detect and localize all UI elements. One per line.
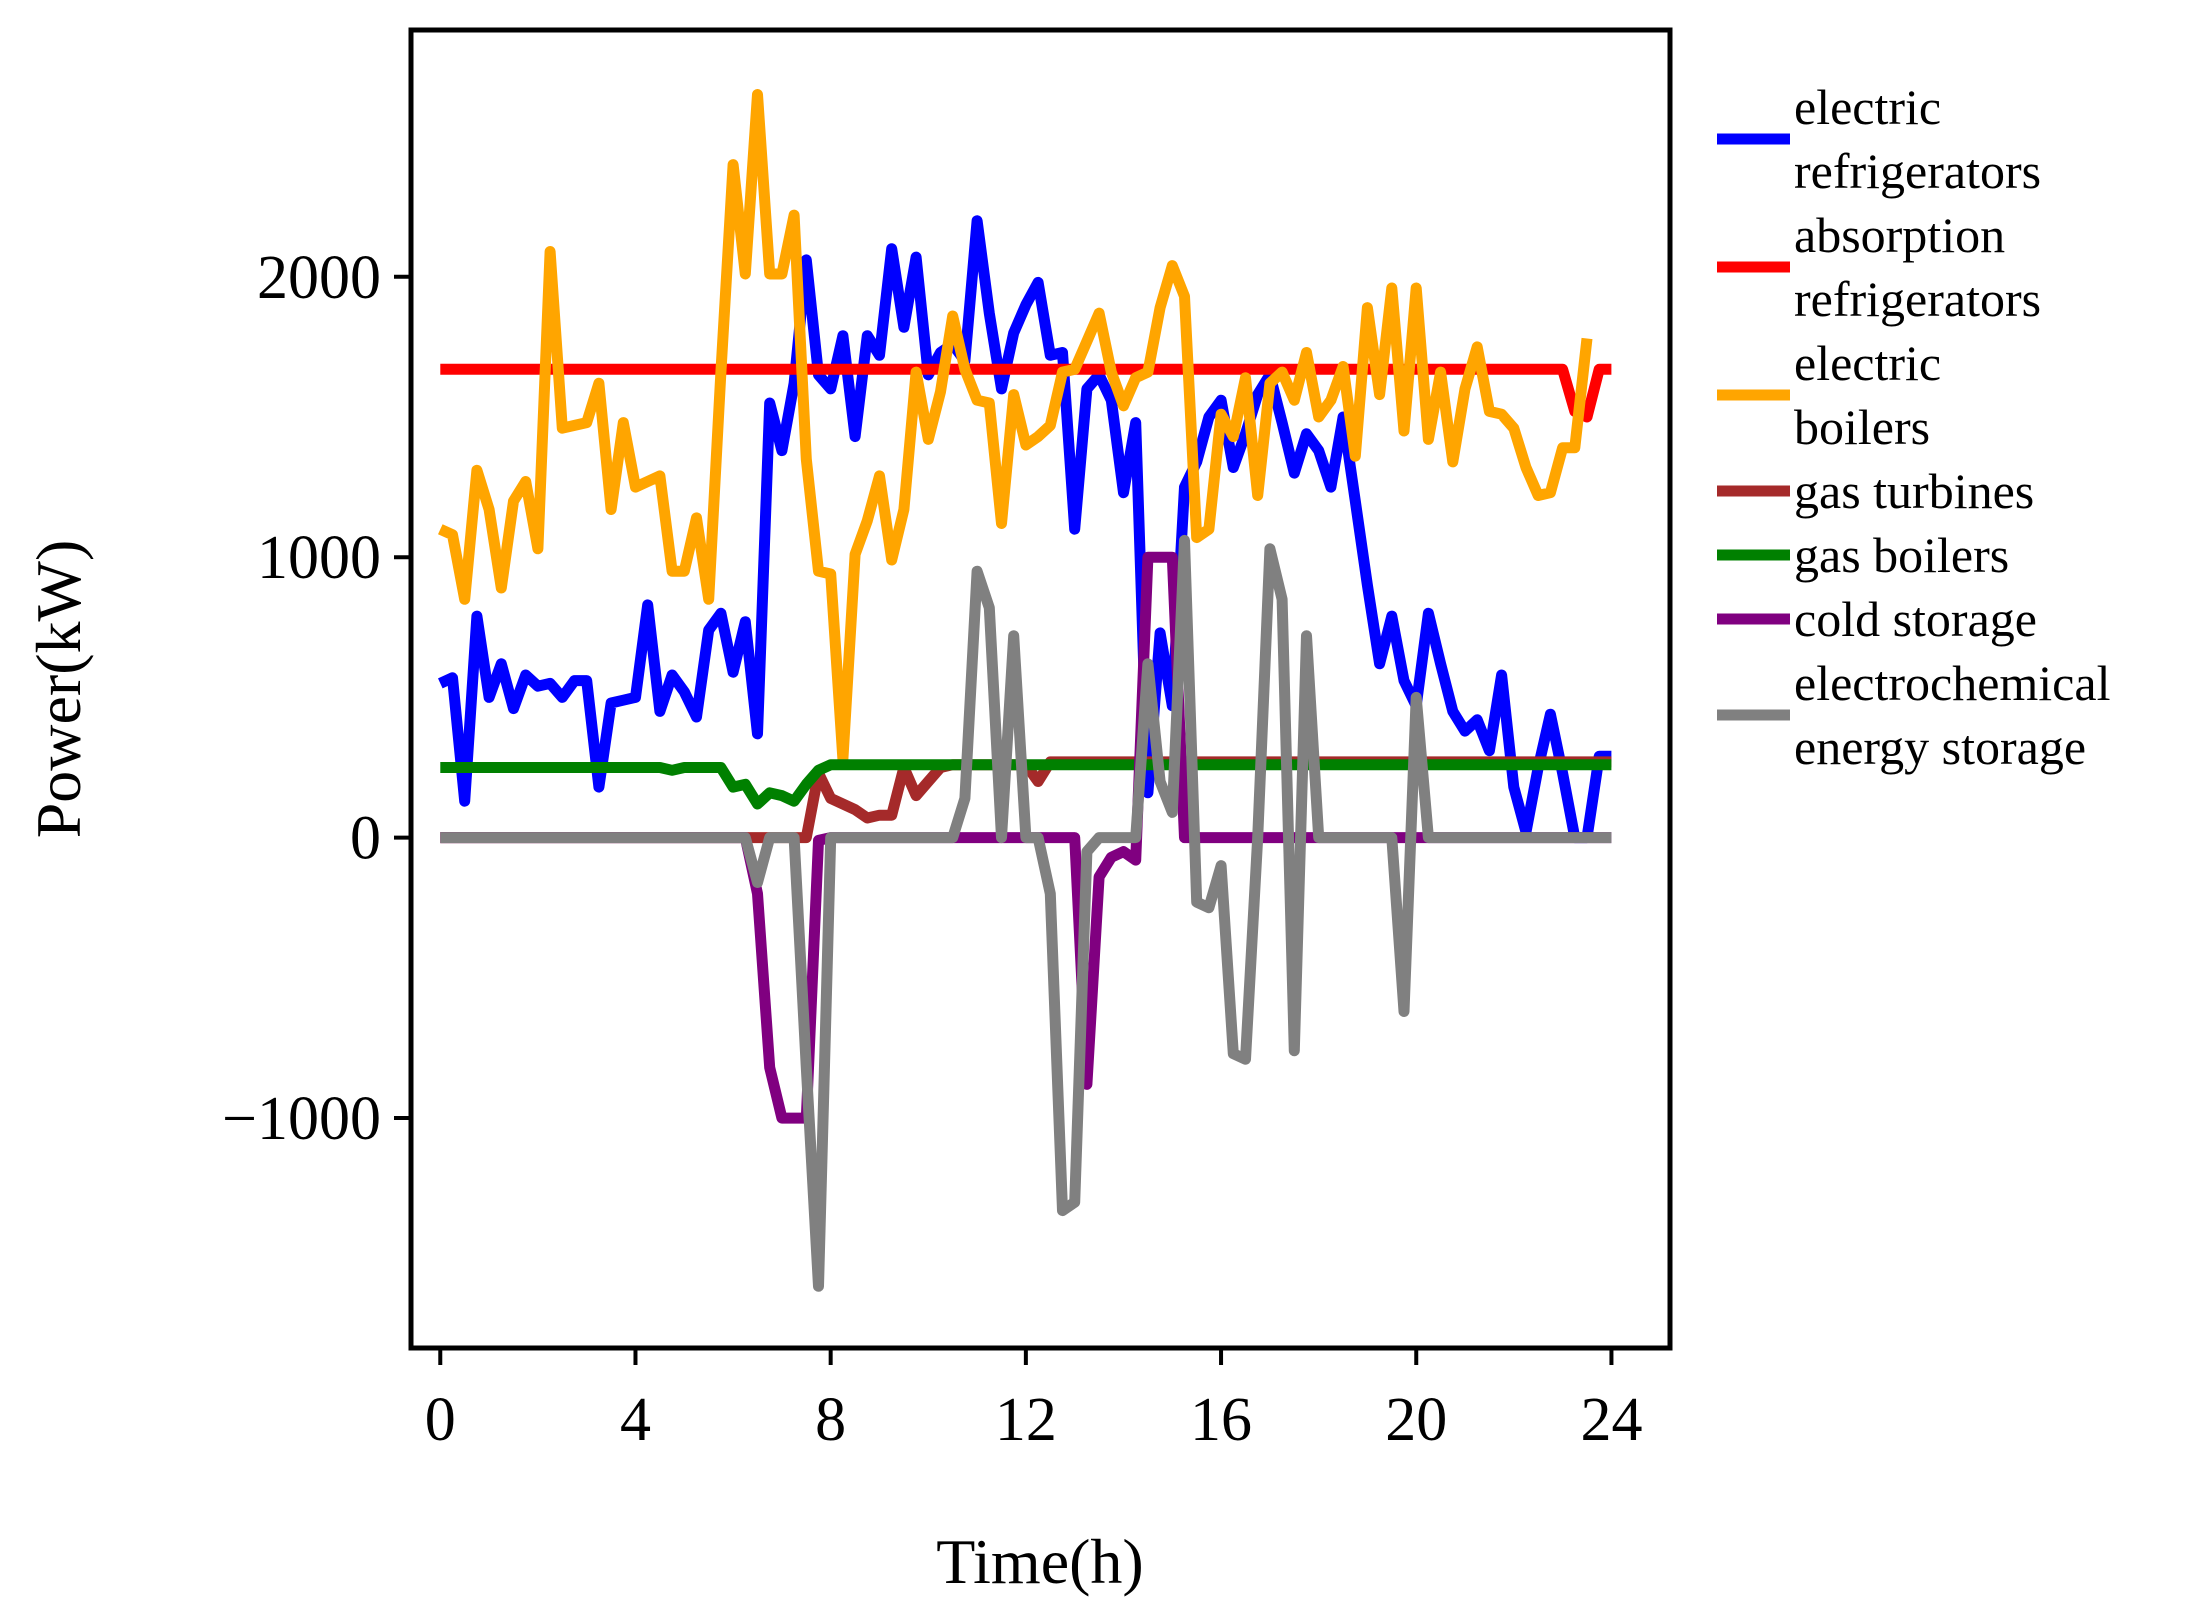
legend-label-electric-boilers: electric boilers [1794,335,1941,455]
x-tick-label: 4 [620,1386,651,1454]
x-tick-label: 8 [815,1386,846,1454]
x-axis: 0 4 8 12 16 20 24 [425,1348,1642,1454]
x-axis-label: Time(h) [936,1526,1143,1597]
legend-label-gas-turbines: gas turbines [1794,463,2034,519]
y-tick-label: −1000 [222,1085,381,1153]
legend-label-gas-boilers: gas boilers [1794,527,2009,583]
legend-label-electric-refrigerators: electric refrigerators [1794,79,2041,199]
legend-label-cold-storage: cold storage [1794,591,2037,647]
legend-label-absorption-refrigerators: absorption refrigerators [1794,207,2041,327]
legend-label-electrochemical-energy-storage: electrochemical energy storage [1794,655,2110,775]
x-tick-label: 20 [1385,1386,1447,1454]
x-tick-label: 16 [1190,1386,1252,1454]
y-tick-label: 1000 [257,524,381,592]
plot-frame [408,27,1673,1351]
y-tick-label: 2000 [257,244,381,312]
x-tick-label: 12 [995,1386,1057,1454]
y-tick-label: 0 [350,805,381,873]
y-axis-label: Power(kW) [23,540,94,839]
x-tick-label: 0 [425,1386,456,1454]
x-tick-label: 24 [1580,1386,1642,1454]
series-line-gas-boilers [440,759,1612,810]
series-line-electric-boilers [438,89,1593,765]
series-layer [438,89,1612,1292]
y-axis: −1000 0 1000 2000 [222,244,411,1153]
series-line-electrochemical-energy-storage [440,534,1612,1292]
